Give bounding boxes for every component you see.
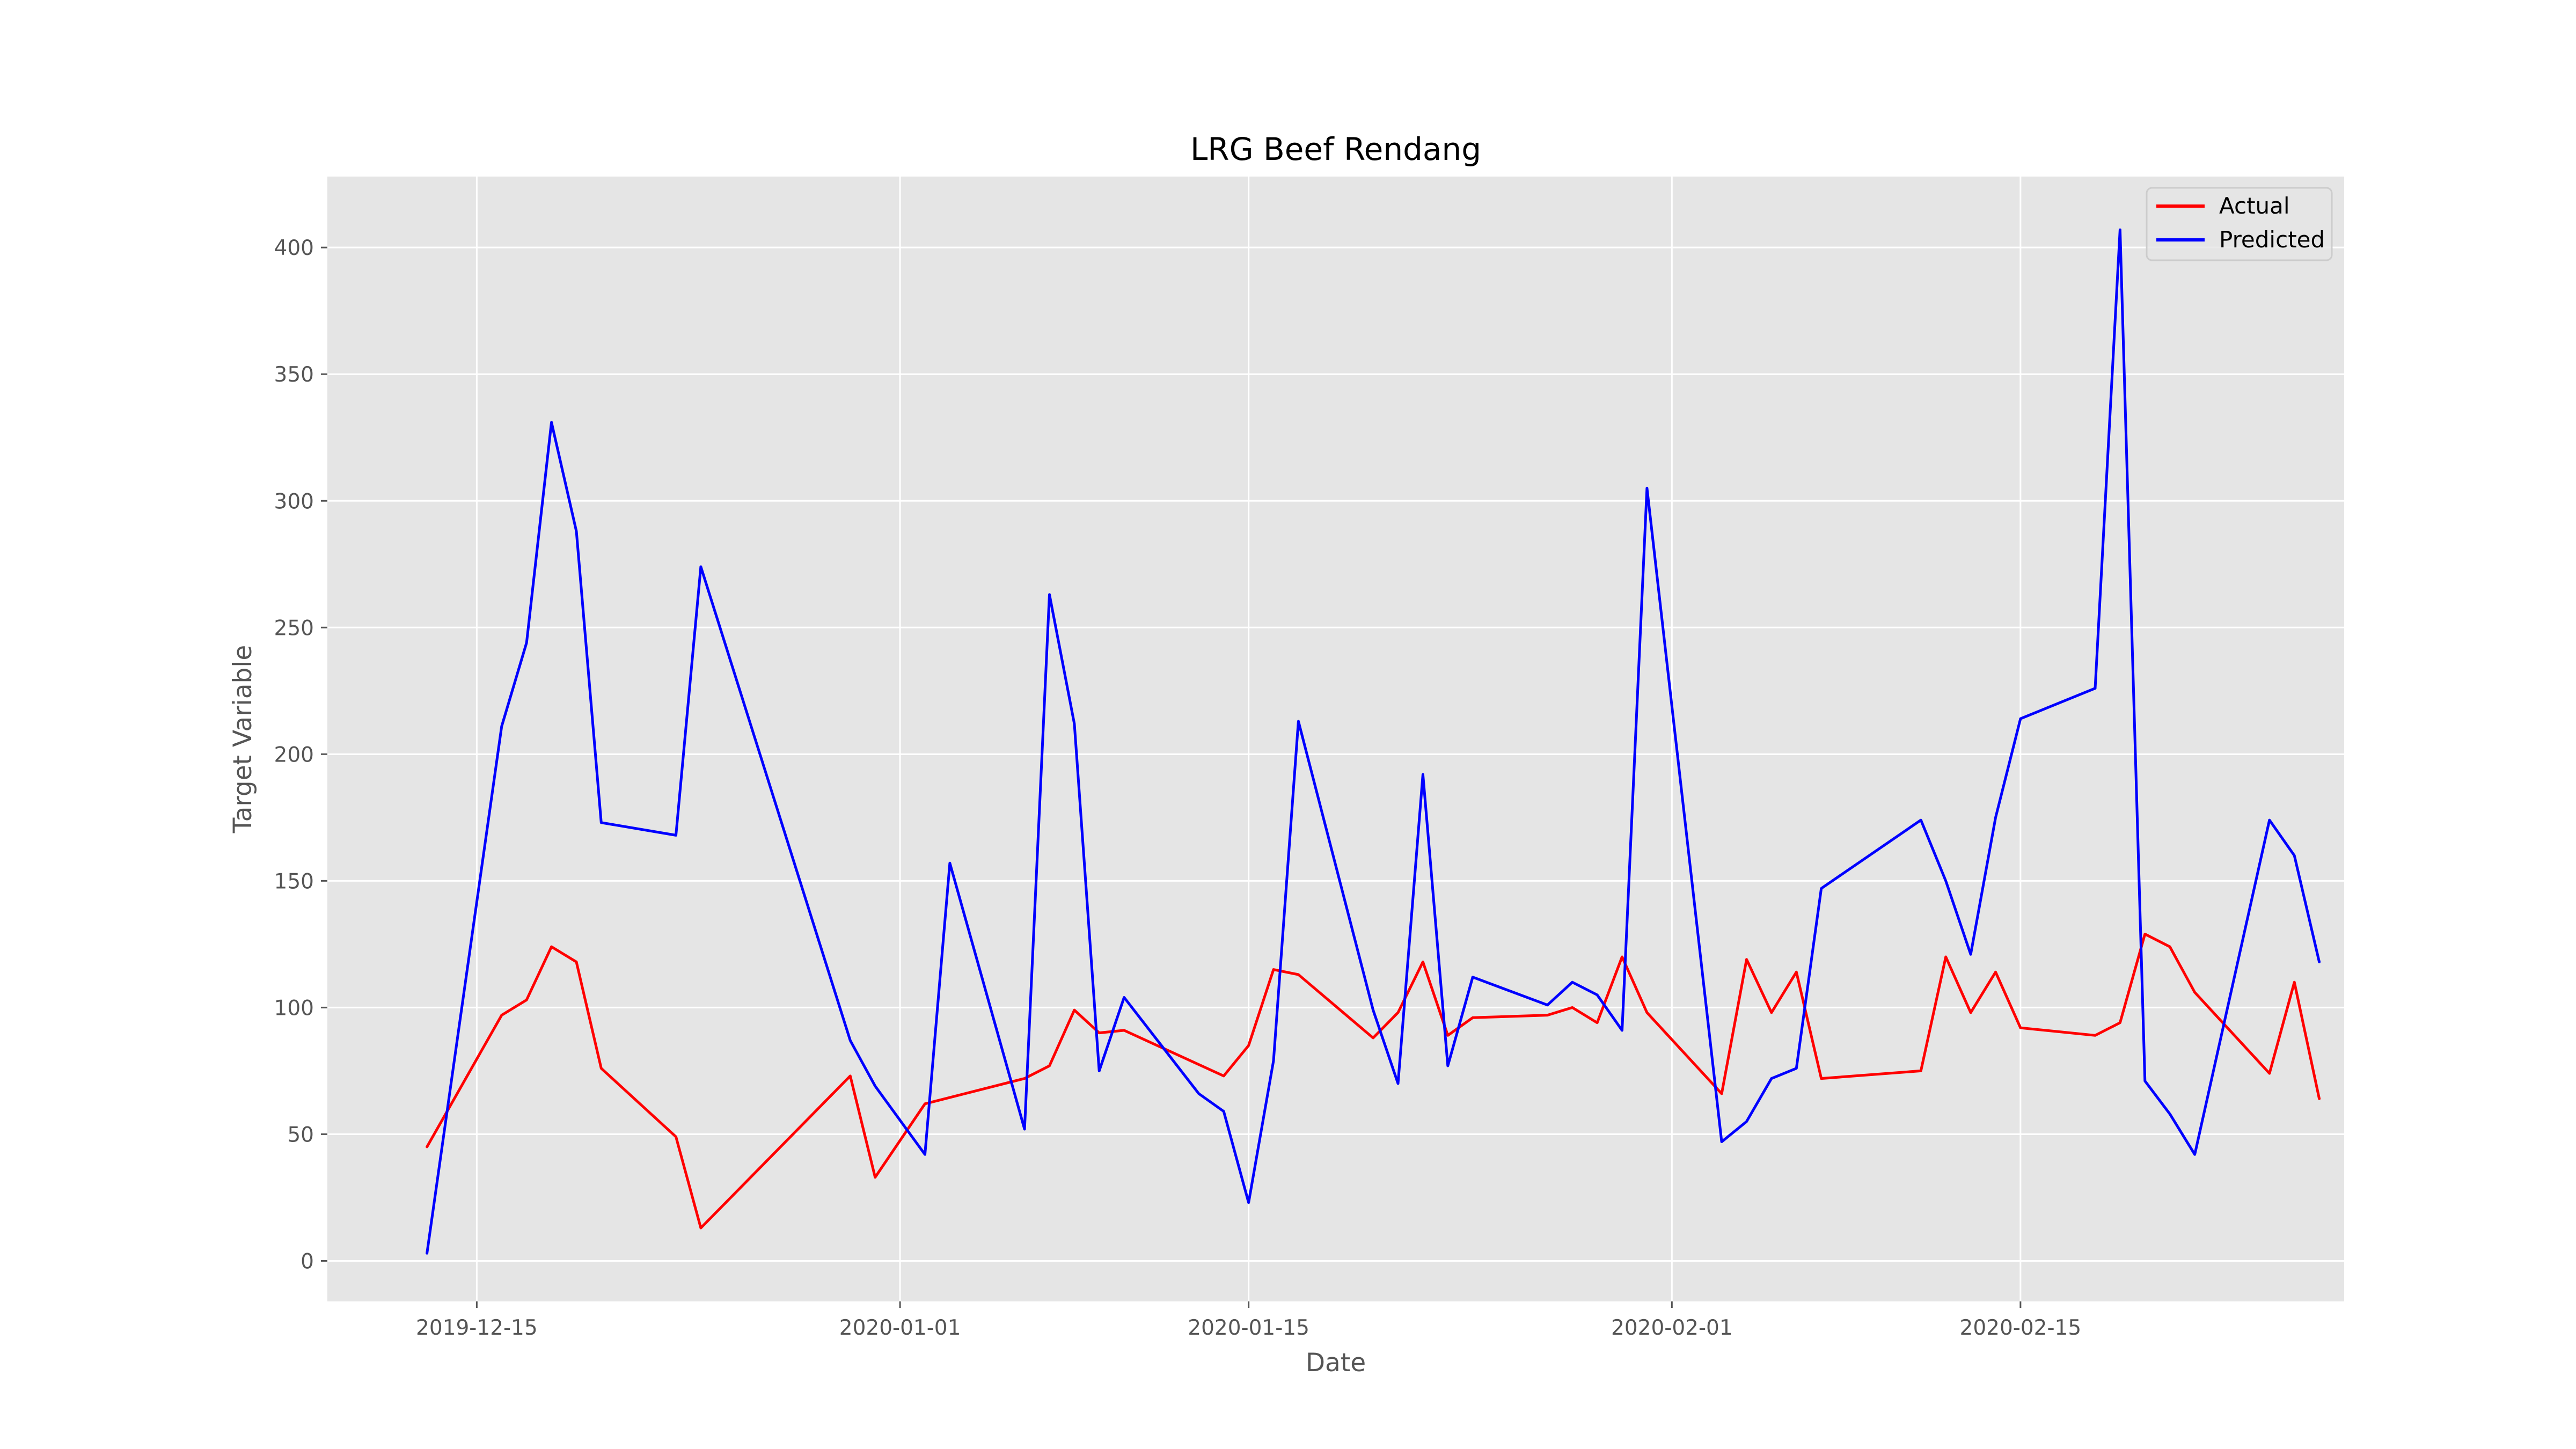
legend-label-predicted: Predicted [2219, 226, 2325, 253]
x-tick-label: 2019-12-15 [416, 1316, 538, 1340]
y-tick-label: 350 [274, 363, 314, 387]
y-tick-label: 250 [274, 616, 314, 640]
y-tick-label: 100 [274, 996, 314, 1020]
y-tick-label: 400 [274, 236, 314, 260]
series-line-predicted [426, 228, 2321, 1255]
series-line-actual [426, 933, 2321, 1230]
x-tick-label: 2020-02-01 [1611, 1316, 1733, 1340]
legend-label-actual: Actual [2219, 193, 2290, 219]
y-tick-label: 200 [274, 743, 314, 767]
y-axis-ticks: 0 50 100 150 200 250 300 350 400 [274, 236, 327, 1274]
series-lines [426, 228, 2321, 1255]
y-axis-label: Target Variable [228, 645, 258, 834]
y-tick-label: 50 [287, 1123, 314, 1147]
y-tick-label: 0 [301, 1249, 314, 1274]
chart-title: LRG Beef Rendang [1190, 131, 1481, 167]
x-axis-ticks: 2019-12-15 2020-01-01 2020-01-15 2020-02-01… [416, 1301, 2081, 1340]
legend: Actual Predicted [2146, 187, 2333, 261]
x-axis-label: Date [1306, 1348, 1366, 1378]
y-tick-label: 150 [274, 869, 314, 894]
x-tick-label: 2020-02-15 [1960, 1316, 2082, 1340]
x-tick-label: 2020-01-01 [839, 1316, 961, 1340]
x-tick-label: 2020-01-15 [1188, 1316, 1309, 1340]
plot-background [327, 177, 2344, 1301]
y-tick-label: 300 [274, 489, 314, 514]
grid-lines [327, 177, 2344, 1301]
